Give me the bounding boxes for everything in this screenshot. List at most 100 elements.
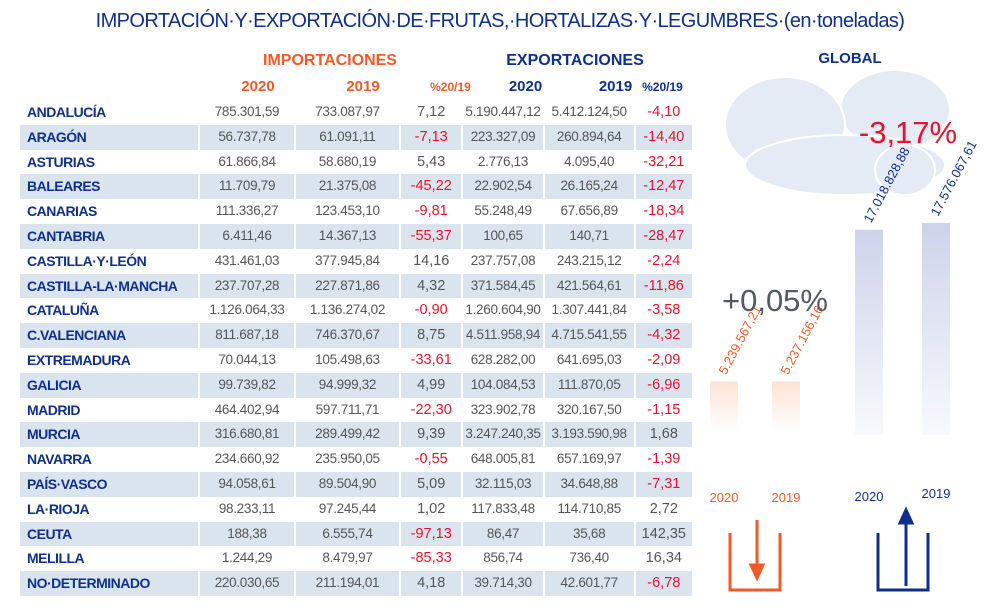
imports-2019: 123.453,10	[296, 199, 402, 224]
table-row: ANDALUCÍA 785.301,59 733.087,97 7,12 5.190.4…	[20, 100, 692, 125]
exports-2019: 42.601,77	[545, 571, 636, 596]
imports-2020: 316.680,81	[200, 422, 296, 448]
exports-pct-change: -6,78	[647, 575, 681, 592]
exports-pct-change: -12,47	[643, 178, 685, 195]
imports-pct-change: 4,32	[401, 273, 464, 299]
exports-pct-change: -1,39	[647, 451, 681, 468]
imports-pct-change: -85,33	[401, 546, 464, 572]
exports-2019: 736,40	[545, 546, 636, 572]
exports-2020: 3.247.240,35	[463, 422, 545, 448]
exports-2019: 111.870,05	[545, 372, 636, 398]
exports-2020: 86,47	[463, 521, 545, 547]
region-name: CANARIAS	[20, 199, 201, 224]
exports-pct-change: -2,09	[647, 351, 681, 368]
imports-2019: 289.499,42	[296, 422, 402, 448]
imports-bar-2020	[710, 381, 738, 432]
exports-2019: 657.169,97	[545, 447, 636, 472]
imports-2020: 1.126.064,33	[200, 298, 296, 324]
imports-pct-change: 4,18	[401, 571, 464, 596]
exports-year-label: 2019	[922, 486, 951, 501]
region-name: BALEARES	[20, 174, 201, 200]
imports-2019-header: 2019	[346, 78, 380, 95]
exports-year-label: 2020	[855, 489, 884, 504]
imports-pct-change: -0,55	[401, 447, 464, 472]
exports-pct-change: 142,35	[641, 525, 686, 542]
imports-2020: 1.244,29	[200, 546, 296, 572]
exports-pct-change: -11,86	[643, 277, 684, 294]
exports-2020: 2.776,13	[463, 149, 545, 175]
exports-2020: 5.190.447,12	[463, 100, 545, 125]
region-name: EXTREMADURA	[20, 347, 201, 373]
imports-pct-change: 7,12	[401, 100, 464, 125]
region-name: GALICIA	[20, 372, 201, 398]
region-name: C.VALENCIANA	[20, 323, 201, 348]
exports-2020: 856,74	[463, 546, 545, 572]
region-name: MELILLA	[20, 546, 201, 572]
table-row: GALICIA 99.739,82 94.999,32 4,99 104.084,53 1…	[20, 372, 692, 398]
exports-2020: 39.714,30	[463, 571, 545, 596]
imports-2020: 464.402,94	[200, 397, 296, 423]
region-name: PAÍS·VASCO	[20, 471, 201, 497]
exports-pct-change: -2,24	[647, 252, 681, 269]
exports-pct-change: -4,10	[647, 104, 681, 120]
imports-2019: 6.555,74	[296, 521, 402, 547]
imports-2019: 58.680,19	[296, 149, 402, 175]
exports-pct-change: -3,58	[647, 302, 681, 319]
exports-2020: 223.327,09	[463, 124, 545, 150]
region-name: ANDALUCÍA	[20, 100, 201, 125]
table-row: NAVARRA 234.660,92 235.950,05 -0,55 648.005,…	[20, 447, 692, 472]
imports-2019: 14.367,13	[296, 223, 402, 249]
imports-2020: 785.301,59	[200, 100, 296, 125]
imports-2019: 61.091,11	[296, 124, 402, 150]
exports-pct-change: -32,21	[643, 153, 685, 170]
imports-pct-change: -7,13	[401, 124, 464, 150]
table-row: ASTURIAS 61.866,84 58.680,19 5,43 2.776,13 4.…	[20, 149, 692, 175]
region-name: NAVARRA	[20, 447, 201, 472]
imports-pct-header: %20/19	[430, 80, 471, 94]
exports-pct-change: 2,72	[649, 500, 678, 517]
imports-2020: 11.709,79	[200, 174, 296, 200]
imports-2019: 597.711,71	[296, 397, 402, 423]
imports-pct-change: 9,39	[401, 422, 464, 448]
exports-2019: 67.656,89	[545, 199, 636, 224]
imports-2019: 97.245,44	[296, 496, 402, 522]
exports-2019: 641.695,03	[545, 347, 636, 373]
table-row: CASTILLA-LA·MANCHA 237.707,28 227.871,86 4,…	[20, 273, 692, 299]
imports-2019: 21.375,08	[296, 174, 402, 200]
exports-pct-change: 1,68	[649, 426, 678, 443]
table-row: LA·RIOJA 98.233,11 97.245,44 1,02 117.833,48…	[20, 496, 692, 522]
table-row: CANARIAS 111.336,27 123.453,10 -9,81 55.248,…	[20, 199, 692, 224]
table-row: EXTREMADURA 70.044,13 105.498,63 -33,61 628.…	[20, 347, 692, 373]
region-name: ASTURIAS	[20, 149, 201, 175]
table-row: MADRID 464.402,94 597.711,71 -22,30 323.902,…	[20, 397, 692, 423]
imports-2020: 98.233,11	[200, 496, 296, 522]
imports-pct-change: -22,30	[401, 397, 464, 423]
imports-2019: 89.504,90	[296, 471, 402, 497]
region-name: MURCIA	[20, 422, 201, 448]
imports-2020: 811.687,18	[200, 323, 296, 348]
imports-pct-change: -45,22	[401, 174, 464, 200]
exports-2019: 421.564,61	[545, 273, 636, 299]
region-name: CASTILLA-LA·MANCHA	[20, 273, 201, 299]
table-row: MURCIA 316.680,81 289.499,42 9,39 3.247.240,…	[20, 422, 692, 448]
exports-pct-change: -14,40	[643, 128, 685, 145]
exports-2019: 243.215,12	[545, 248, 636, 274]
imports-pct-change: 5,09	[401, 471, 464, 497]
exports-2020: 100,65	[463, 223, 545, 249]
exports-2019: 1.307.441,84	[545, 298, 636, 324]
imports-pct-change: -0,90	[401, 298, 464, 324]
exports-2020: 371.584,45	[463, 273, 545, 299]
exports-2019: 4.715.541,55	[545, 323, 636, 348]
region-name: MADRID	[20, 397, 201, 423]
imports-2020: 234.660,92	[200, 447, 296, 472]
imports-2020: 237.707,28	[200, 273, 296, 299]
region-name: CASTILLA·Y·LEÓN	[20, 248, 201, 274]
imports-2020: 188,38	[200, 521, 296, 547]
exports-pct-change: -28,47	[643, 227, 685, 244]
imports-2019: 105.498,63	[296, 347, 402, 373]
exports-2020-header: 2020	[508, 78, 543, 95]
exports-pct-change: -7,31	[647, 475, 681, 492]
imports-2020-header: 2020	[241, 78, 275, 95]
exports-2019: 114.710,85	[545, 496, 636, 522]
